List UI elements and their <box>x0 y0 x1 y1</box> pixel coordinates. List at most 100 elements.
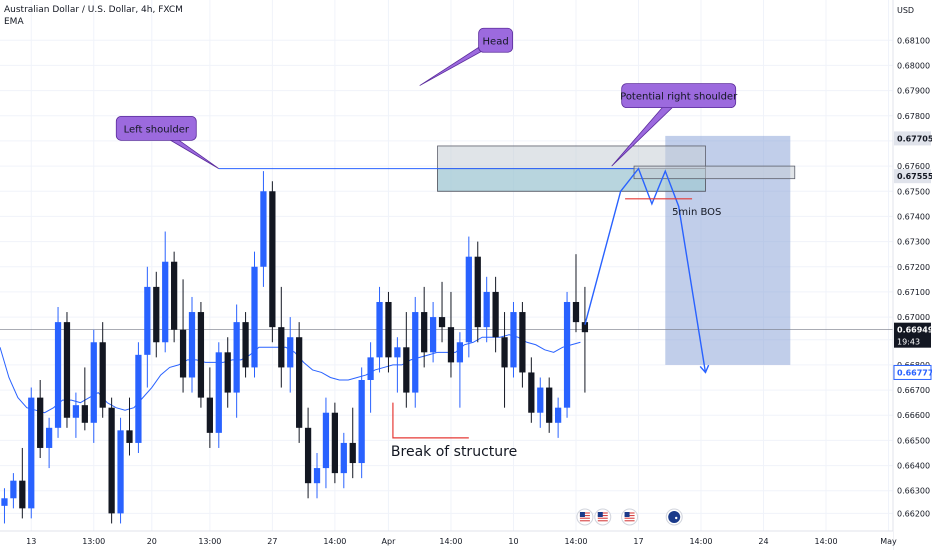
candle-body <box>501 337 508 368</box>
candle-body <box>269 191 276 328</box>
y-tick-label: 0.66500 <box>897 436 930 445</box>
y-tick-label: 0.67800 <box>897 112 930 121</box>
candle-body <box>519 312 526 373</box>
y-tick-label: 0.67600 <box>897 162 930 171</box>
price-badge-label: 0.66949 <box>897 326 932 335</box>
callout-label: Head <box>483 36 509 47</box>
callout-box <box>621 83 737 109</box>
candle-body <box>572 301 580 323</box>
candle-body <box>313 468 321 484</box>
candle-body <box>394 347 401 358</box>
candle-body <box>162 261 169 343</box>
price-badge <box>894 322 931 337</box>
candle-body <box>72 405 80 418</box>
callout-label: Left shoulder <box>124 124 190 135</box>
candle-body <box>135 354 142 443</box>
x-tick-label: 24 <box>758 537 768 546</box>
candle-body <box>63 322 71 418</box>
price-badge <box>893 364 932 380</box>
candle-body <box>421 312 428 353</box>
symbol-title: Australian Dollar / U.S. Dollar, 4h, FXC… <box>4 5 183 15</box>
x-tick-label: 13:00 <box>198 537 221 546</box>
projection-arrowhead <box>699 364 710 374</box>
candle-body <box>90 342 97 423</box>
candle-body <box>251 266 258 368</box>
flag-face <box>668 511 681 523</box>
price-axis <box>893 0 932 550</box>
candle-body <box>19 480 26 509</box>
y-tick-label: 0.66400 <box>897 462 930 471</box>
candle-body <box>81 405 88 423</box>
price-badge-label: 0.67705 <box>897 134 932 143</box>
indicator-label: EMA <box>4 17 24 27</box>
candle-body <box>153 286 160 343</box>
y-tick-label: 0.67100 <box>897 288 930 297</box>
candle-body <box>349 442 356 464</box>
x-tick-label: Apr <box>382 537 397 546</box>
au-flag-icon <box>665 508 683 526</box>
callout-box <box>478 27 514 53</box>
candle-body <box>474 256 481 328</box>
currency-label: USD <box>897 6 914 15</box>
candle-body <box>537 387 544 413</box>
candle-body <box>188 312 196 378</box>
candle-body <box>456 342 464 363</box>
x-tick-label: 14:00 <box>564 537 587 546</box>
flag-star <box>675 516 678 520</box>
candle-body <box>510 312 517 368</box>
candle-body <box>546 387 553 423</box>
us-flag-icon <box>621 508 639 526</box>
candle-body <box>179 329 187 378</box>
candle-body <box>376 301 383 358</box>
y-tick-label: 0.66300 <box>897 487 930 496</box>
y-tick-label: 0.67900 <box>897 87 930 96</box>
x-tick-label: 27 <box>267 537 277 546</box>
y-tick-label: 0.67400 <box>897 212 930 221</box>
y-tick-label: 0.66200 <box>897 509 930 518</box>
candle-body <box>54 322 62 428</box>
candle-body <box>429 317 437 353</box>
us-flag-icon <box>576 508 594 526</box>
candle-body <box>1 498 8 506</box>
price-badge-label: 0.66777 <box>897 368 932 377</box>
bos-5min-label: 5min BOS <box>672 207 721 218</box>
candle-body <box>126 430 133 443</box>
y-tick-label: 0.67500 <box>897 187 930 196</box>
candle-body <box>581 322 589 333</box>
candle-body <box>412 312 419 393</box>
x-tick-label: 14:00 <box>439 537 462 546</box>
price-badge <box>894 169 931 184</box>
candle-body <box>296 337 303 428</box>
candle-body <box>465 256 472 343</box>
y-tick-label: 0.66600 <box>897 411 930 420</box>
candle-body <box>28 397 35 509</box>
x-tick-label: 10 <box>508 537 518 546</box>
y-tick-label: 0.68000 <box>897 61 930 70</box>
callout-right-shoulder: Potential right shoulder <box>611 83 738 167</box>
candle-body <box>322 412 330 469</box>
candle-body <box>10 480 17 499</box>
x-tick-label: May <box>880 537 897 546</box>
candle-body <box>108 407 115 514</box>
candle-body <box>554 407 562 423</box>
us-flag-icon <box>594 508 612 526</box>
candle-body <box>528 372 535 413</box>
x-tick-label: 14:00 <box>814 537 837 546</box>
time-axis <box>0 531 893 550</box>
candle-body <box>492 291 499 338</box>
projection-path <box>584 167 707 373</box>
callout-label: Potential right shoulder <box>620 92 738 103</box>
candle-body <box>438 317 446 328</box>
candle-body <box>447 327 455 363</box>
flag-canton <box>624 512 630 517</box>
candle-body <box>287 337 294 368</box>
candle-body <box>99 342 106 408</box>
chart-header: Australian Dollar / U.S. Dollar, 4h, FXC… <box>4 4 183 28</box>
candle-body <box>224 352 231 393</box>
candle-body <box>483 291 490 328</box>
price-badge <box>894 131 931 146</box>
x-tick-label: 14:00 <box>323 537 346 546</box>
candle-body <box>358 380 365 464</box>
